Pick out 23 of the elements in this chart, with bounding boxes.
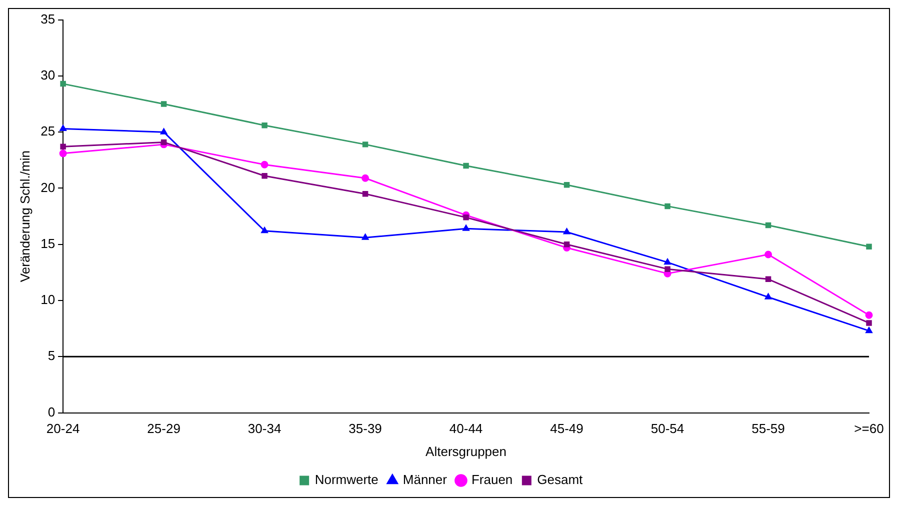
legend-label: Gesamt [537,472,584,488]
y-tick-label: 20 [40,180,56,195]
x-tick-label: 20-24 [46,421,80,436]
y-tick-label: 15 [40,236,56,251]
legend-label: Männer [402,472,448,488]
y-tick-label: 0 [48,404,56,420]
x-tick-label: >=60 [854,421,884,436]
x-tick-label: 25-29 [147,421,180,436]
x-axis-title: Altersgruppen [426,444,507,459]
x-tick-label: 35-39 [348,421,382,436]
x-tick-label: 30-34 [248,421,282,436]
x-tick-label: 45-49 [550,421,584,436]
legend-label: Frauen [471,472,513,488]
y-tick-label: 30 [40,68,56,83]
x-tick-label: 55-59 [752,421,785,436]
y-tick-label: 25 [40,124,56,139]
y-tick-label: 5 [48,348,56,364]
x-tick-label: 50-54 [650,421,684,436]
y-axis-title: Veränderung Schl./min [17,150,32,282]
y-tick-label: 10 [40,292,56,308]
x-tick-label: 40-44 [449,421,483,436]
y-tick-label: 35 [40,11,56,26]
legend-label: Normwerte [314,472,378,488]
